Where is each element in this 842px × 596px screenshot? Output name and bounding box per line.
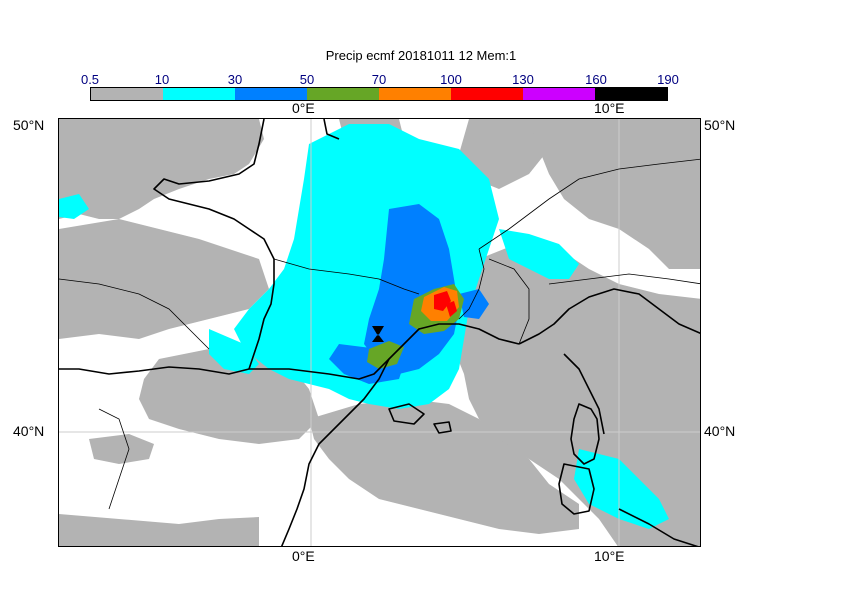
legend-swatch-blue <box>235 88 307 100</box>
legend-tick: 30 <box>227 72 243 87</box>
legend-swatch-black <box>595 88 667 100</box>
lat-label-top-left: 50°N <box>13 117 45 133</box>
coastlines <box>59 119 700 546</box>
graticule <box>59 119 700 546</box>
legend-swatch-gray <box>91 88 163 100</box>
lon-label-bottom-left: 0°E <box>292 548 315 564</box>
lat-label-bottom-left: 40°N <box>13 423 45 439</box>
color-legend-bar <box>90 87 668 101</box>
station-marker <box>372 326 384 342</box>
legend-tick: 0.5 <box>80 72 100 87</box>
legend-tick: 160 <box>585 72 607 87</box>
legend-tick: 50 <box>299 72 315 87</box>
legend-tick: 100 <box>440 72 462 87</box>
chart-title: Precip ecmf 20181011 12 Mem:1 <box>325 48 517 63</box>
legend-tick: 190 <box>657 72 679 87</box>
legend-tick: 10 <box>154 72 170 87</box>
legend-swatch-green <box>307 88 379 100</box>
lat-label-top-right: 50°N <box>704 117 736 133</box>
lon-label-top-right: 10°E <box>594 100 625 116</box>
precip-map[interactable] <box>58 118 701 547</box>
legend-swatch-cyan <box>163 88 235 100</box>
borders <box>59 158 700 510</box>
lon-label-top-left: 0°E <box>292 100 315 116</box>
legend-tick: 130 <box>512 72 534 87</box>
lon-label-bottom-right: 10°E <box>594 548 625 564</box>
legend-swatch-magenta <box>523 88 595 100</box>
lat-label-bottom-right: 40°N <box>704 423 736 439</box>
legend-swatch-red <box>451 88 523 100</box>
legend-swatch-orange <box>379 88 451 100</box>
legend-tick: 70 <box>371 72 387 87</box>
precip-red-areas <box>434 291 457 317</box>
map-canvas <box>59 119 700 546</box>
